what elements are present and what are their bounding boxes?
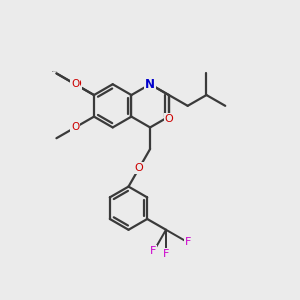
Text: O: O (72, 79, 81, 89)
Text: O: O (71, 79, 79, 89)
Text: F: F (150, 245, 156, 256)
Text: F: F (184, 237, 191, 247)
Text: N: N (145, 78, 155, 91)
Text: methoxy: methoxy (52, 71, 58, 72)
Text: O: O (71, 122, 79, 132)
Text: O: O (134, 163, 143, 173)
Text: O: O (164, 114, 173, 124)
Text: F: F (163, 249, 169, 259)
